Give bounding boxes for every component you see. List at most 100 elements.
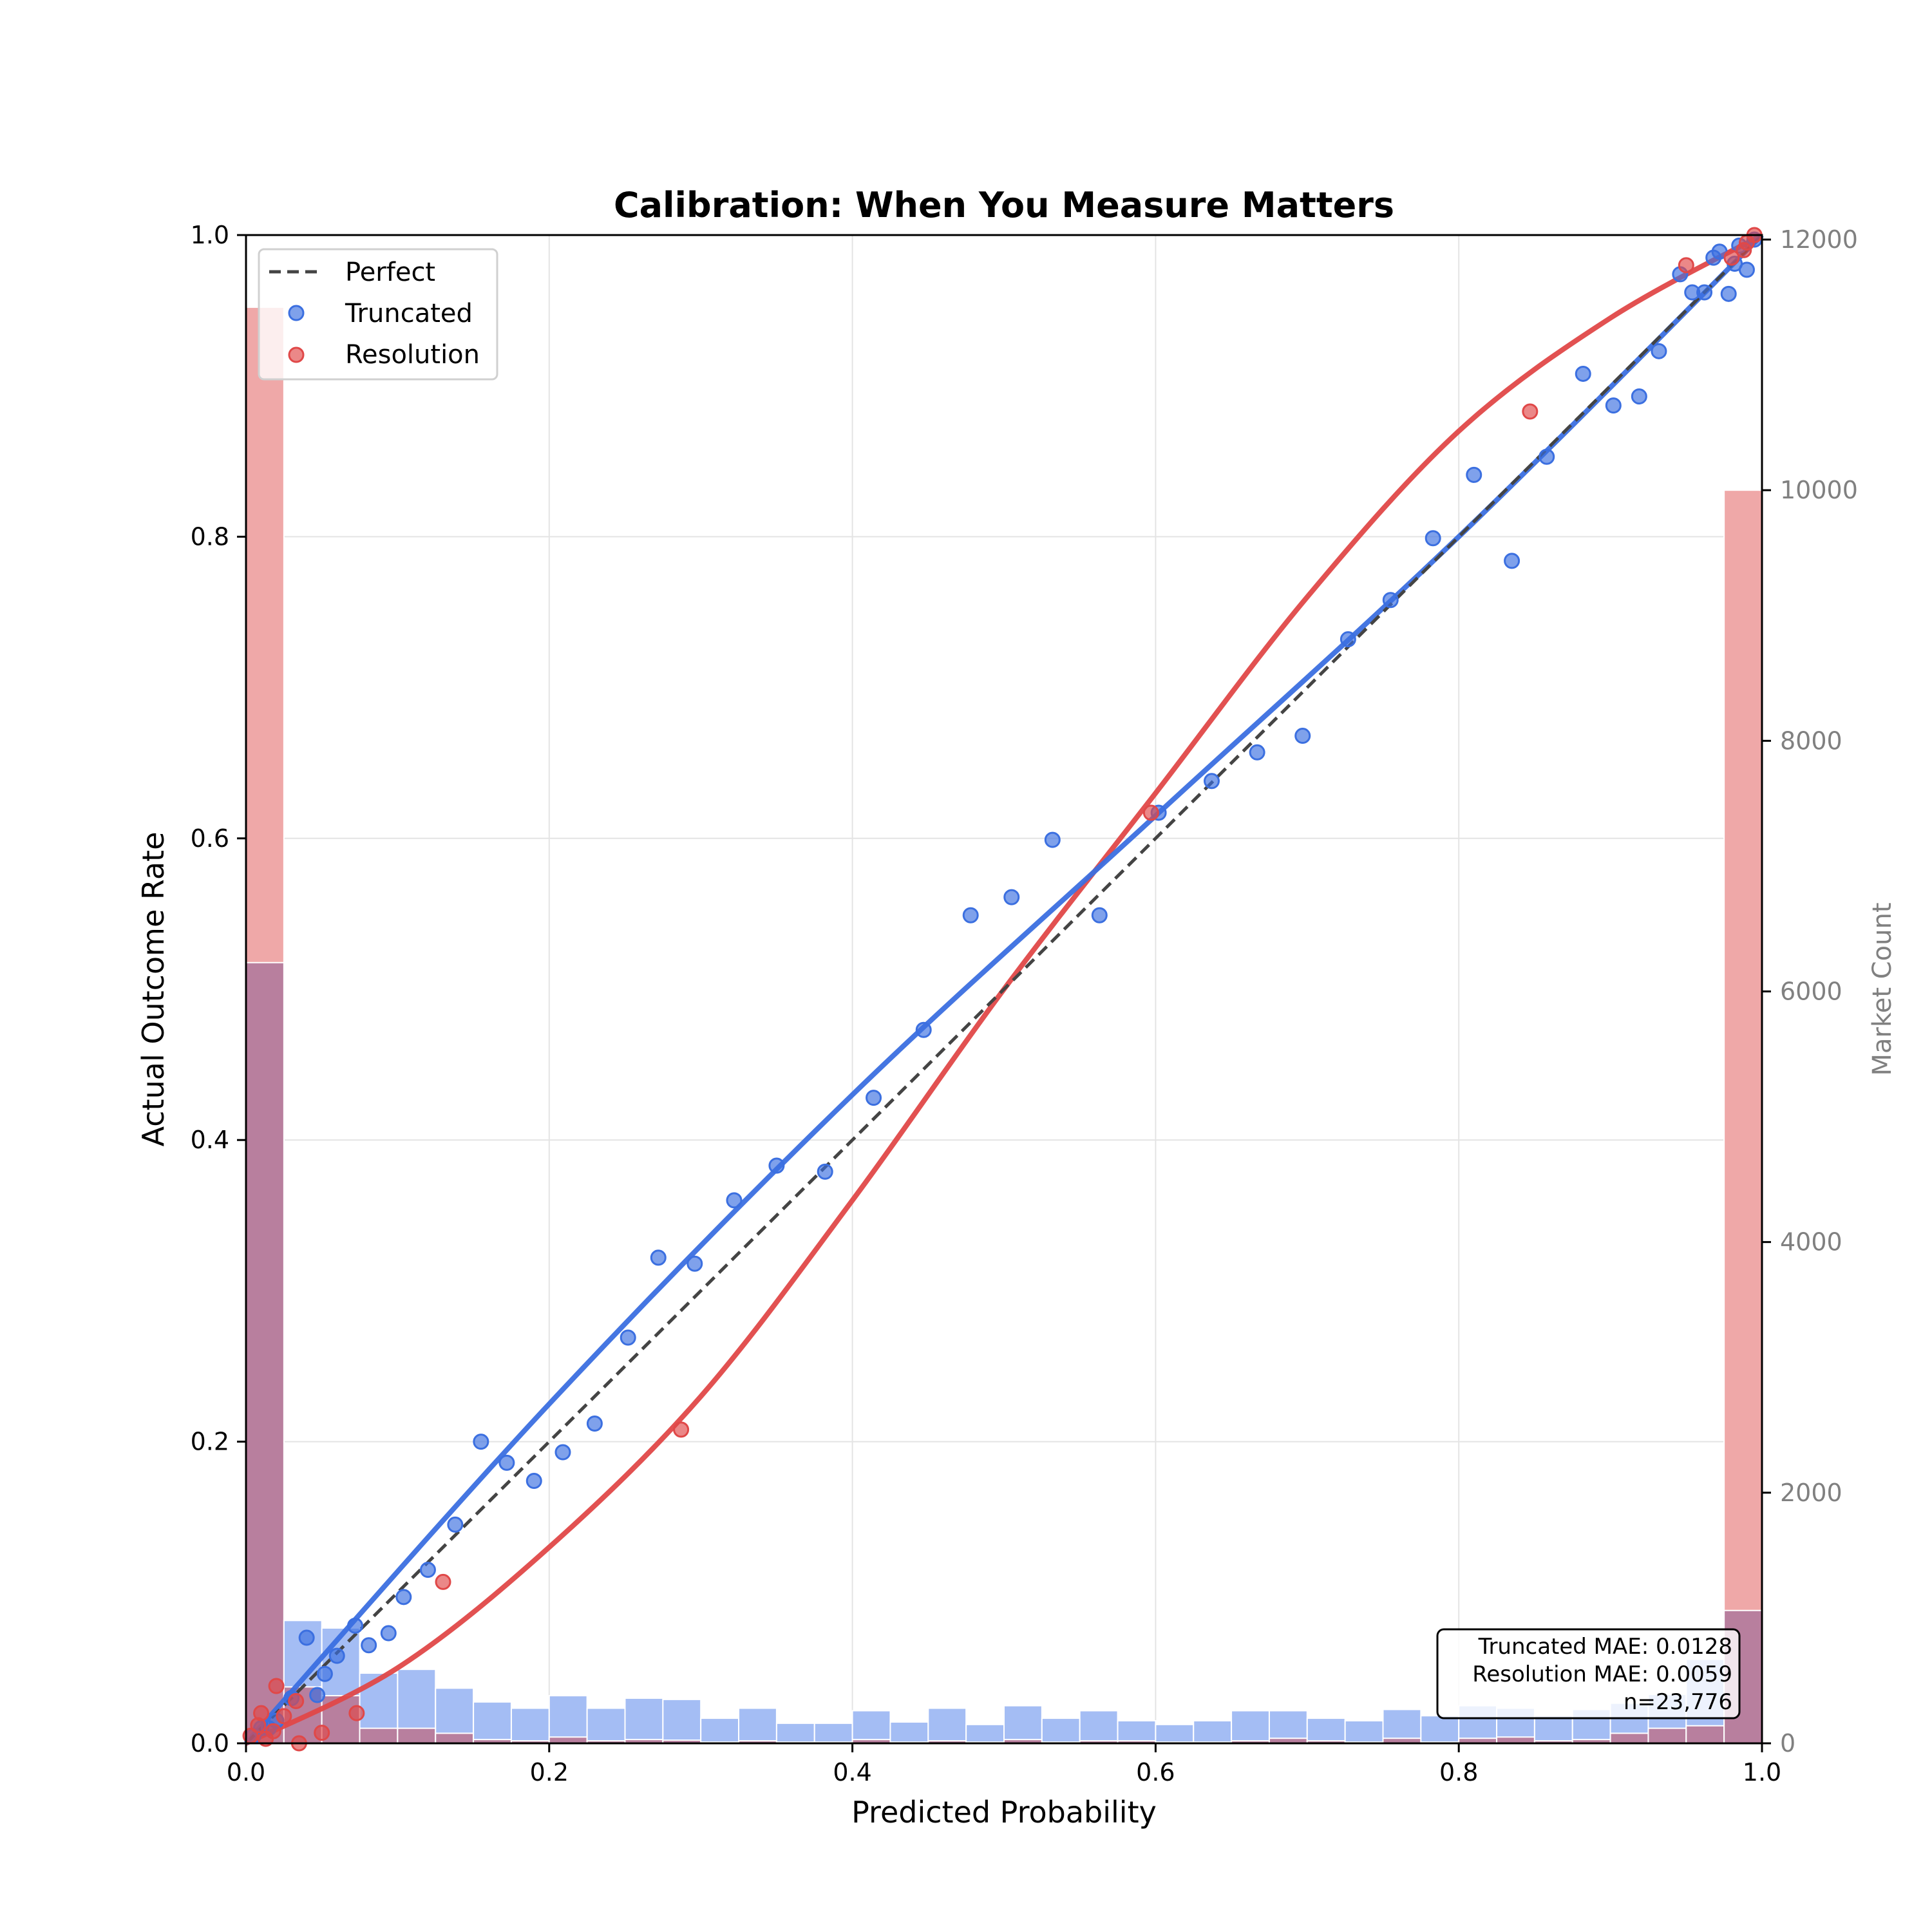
x-axis-ticks: 0.0 0.2 0.4 0.6 0.8 1.0 [227,1743,1781,1786]
histogram-bar [889,1721,929,1745]
resolution-point [1142,804,1159,821]
y-tick-label: 0.6 [191,824,229,853]
resolution-point [276,1708,292,1725]
right-tick-label: 4000 [1780,1228,1842,1256]
truncated-point [650,1249,667,1266]
truncated-point [1382,592,1399,609]
right-tick-label: 2000 [1780,1479,1842,1507]
resolution-point [288,1692,305,1709]
resolution-point [314,1725,330,1741]
grid-lines [246,235,1762,1743]
histogram-bar-overlap [397,1727,437,1744]
scatter-points [242,227,1763,1752]
histogram-bar [927,1707,967,1744]
truncated-point [1294,728,1311,744]
histogram-bar [1003,1705,1043,1744]
resolution-point [1522,403,1539,420]
right-tick-label: 6000 [1780,978,1842,1006]
truncated-point [298,1629,315,1646]
y-axis-label: Actual Outcome Rate [136,832,171,1147]
right-axis-label: Market Count [1868,902,1897,1075]
right-tick-label: 12000 [1780,225,1858,254]
x-tick-label: 0.6 [1136,1758,1175,1786]
truncated-point [316,1665,333,1682]
y-tick-label: 0.4 [191,1126,229,1154]
histogram-bar-overlap [1609,1732,1649,1745]
truncated-point [768,1157,785,1174]
histogram-bar [1041,1718,1081,1744]
perfect-calibration-line [245,234,1763,1745]
histogram-bar [1155,1723,1195,1744]
plot-frame [245,234,1763,1745]
truncated-point [726,1192,743,1209]
right-axis-ticks: 0 2000 4000 6000 8000 10000 12000 [1762,225,1858,1757]
right-tick-label: 8000 [1780,726,1842,755]
resolution-marker-icon [288,346,305,363]
right-tick-label: 0 [1780,1729,1795,1757]
truncated-point [1425,530,1441,547]
y-axis-ticks: 0.0 0.2 0.4 0.6 0.8 1.0 [191,221,246,1757]
sample-size: n=23,776 [1624,1689,1732,1715]
truncated-point [1249,744,1265,761]
resolution-point [253,1705,270,1721]
truncated-point [1696,284,1713,301]
truncated-point [1575,365,1591,382]
truncated-point [328,1647,345,1664]
legend-perfect: Perfect [345,258,435,287]
truncated-point [687,1255,703,1272]
truncated-point [346,1617,363,1634]
histogram-bar [548,1695,588,1745]
truncated-point [866,1090,882,1106]
histogram-bar [1079,1710,1119,1745]
legend: Perfect Truncated Resolution [258,248,498,381]
y-tick-label: 0.2 [191,1428,229,1456]
resolution-point [673,1421,690,1438]
right-tick-label: 10000 [1780,476,1858,504]
histogram-bar [1231,1710,1270,1745]
truncated-point [395,1589,412,1605]
truncated-point [1631,388,1647,405]
legend-box [258,248,498,381]
truncated-point [1539,448,1555,465]
histogram-bar-overlap [1685,1725,1725,1744]
histogram-bar [1723,489,1763,1745]
truncated-point [962,907,979,923]
truncated-point [447,1516,464,1533]
histogram-bar [624,1697,664,1744]
resolution-point [348,1705,365,1721]
truncated-point [1003,889,1020,905]
resolution-point [435,1573,451,1590]
resolution-point [268,1678,285,1694]
truncated-point [309,1687,326,1703]
histogram-bar [775,1722,815,1745]
histogram-bar [1420,1715,1460,1744]
curves [244,232,1764,1746]
y-tick-label: 1.0 [191,221,229,249]
annotation-box [1436,1628,1741,1719]
histogram-bar [965,1723,1005,1744]
legend-resolution: Resolution [345,340,480,370]
truncated-mae: Truncated MAE: 0.0128 [1478,1634,1732,1660]
resolution-mae: Resolution MAE: 0.0059 [1472,1662,1732,1687]
x-axis-label: Predicted Probability [851,1795,1157,1830]
histogram-bar [473,1701,512,1745]
histogram-bar [738,1707,777,1744]
truncated-point [1091,907,1108,923]
legend-truncated: Truncated [345,299,473,328]
truncated-point [1651,343,1667,359]
truncated-point [498,1454,515,1471]
histogram-bar [851,1710,891,1745]
truncated-point [419,1562,436,1578]
truncated-point [1466,466,1482,483]
truncated-point [620,1329,636,1346]
histogram-bar [1533,1715,1573,1744]
resolution-point [1723,249,1740,266]
histogram-bar [586,1707,626,1744]
truncated-point [554,1444,571,1461]
histogram-bar-overlap [435,1732,475,1745]
x-tick-label: 0.8 [1439,1758,1478,1786]
histogram-bar [1306,1718,1346,1744]
truncated-point [1504,553,1520,569]
truncated-point [915,1021,932,1038]
histogram-bar [1193,1719,1233,1745]
